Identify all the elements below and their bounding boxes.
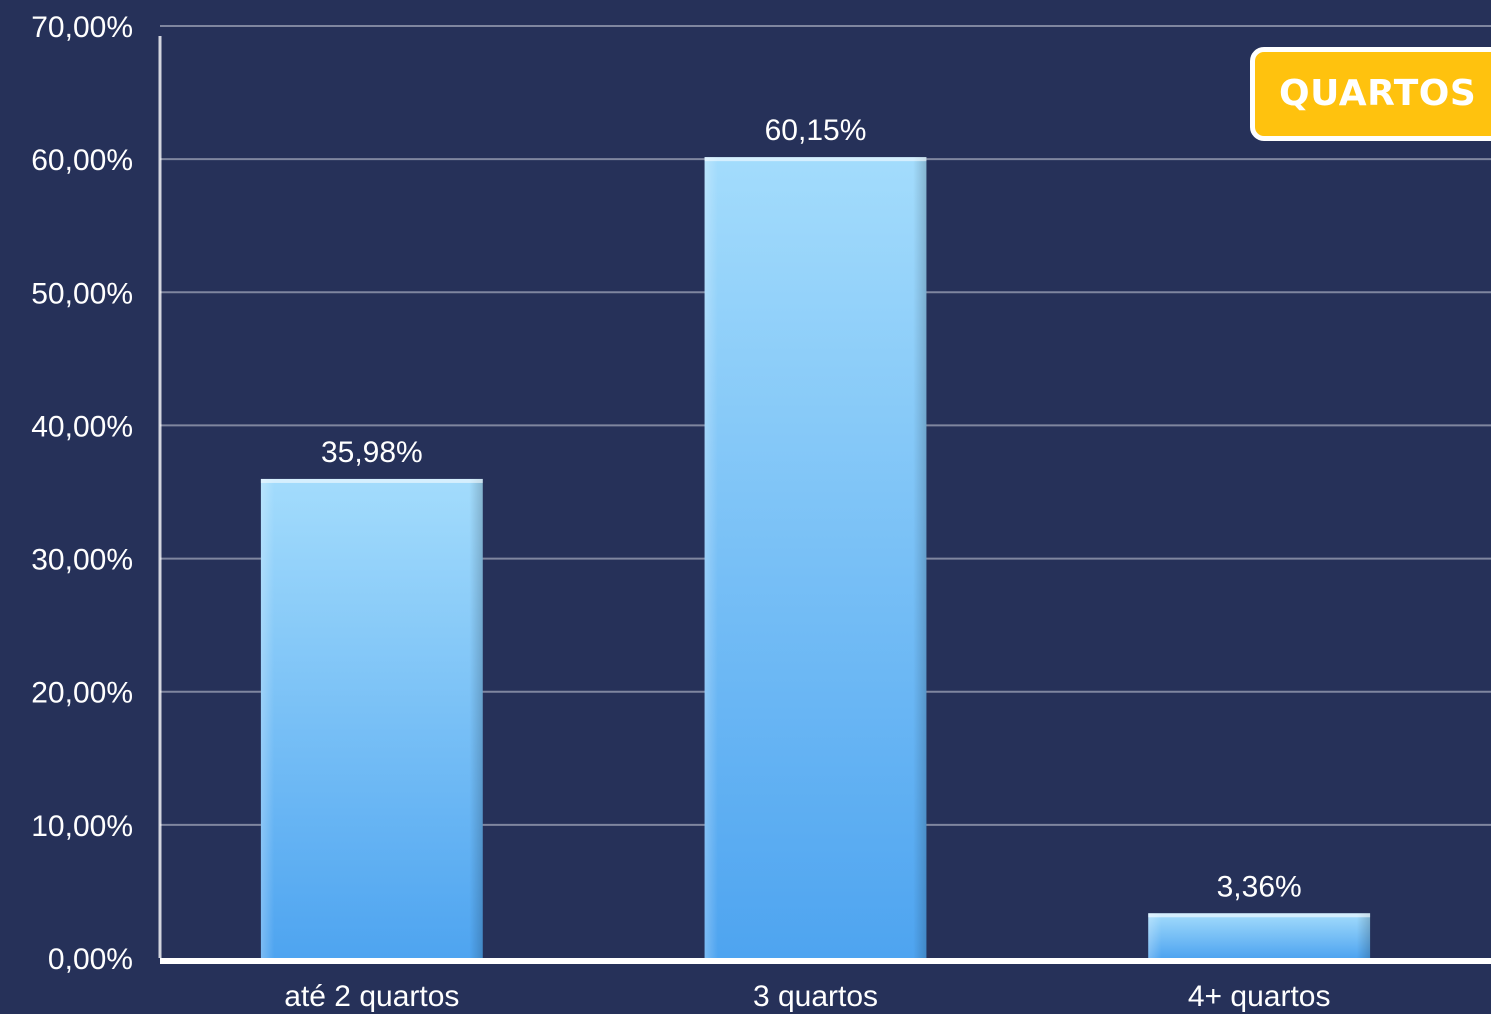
bar-shading: [1148, 913, 1371, 958]
bar: [260, 478, 483, 958]
bar-top-highlight: [260, 478, 483, 483]
bar: [1148, 913, 1371, 958]
y-tick-label: 10,00%: [31, 810, 133, 843]
bar-top-highlight: [704, 157, 927, 162]
axes: [158, 36, 1491, 964]
y-axis-tick-labels: 0,00% 10,00% 20,00% 30,00% 40,00% 50,00% 60,00…: [31, 11, 133, 976]
data-label: 35,98%: [321, 436, 423, 469]
bars: [260, 157, 1371, 958]
y-tick-label: 30,00%: [31, 544, 133, 577]
y-tick-label: 0,00%: [48, 943, 133, 976]
x-axis-category-labels: até 2 quartos 3 quartos 4+ quartos: [284, 980, 1330, 1013]
x-tick-label: 4+ quartos: [1188, 980, 1331, 1013]
y-tick-label: 70,00%: [31, 11, 133, 44]
data-label: 60,15%: [765, 114, 867, 147]
x-tick-label: até 2 quartos: [284, 980, 459, 1013]
bar-top-highlight: [1148, 913, 1371, 918]
quartos-badge: QUARTOS: [1250, 47, 1491, 141]
y-tick-label: 40,00%: [31, 410, 133, 443]
data-labels: 35,98% 60,15% 3,36%: [321, 114, 1302, 903]
bar-shading: [704, 157, 927, 958]
bar: [704, 157, 927, 958]
y-tick-label: 50,00%: [31, 277, 133, 310]
data-label: 3,36%: [1217, 870, 1302, 903]
y-tick-label: 20,00%: [31, 677, 133, 710]
bar-shading: [260, 478, 483, 958]
x-tick-label: 3 quartos: [753, 980, 878, 1013]
y-tick-label: 60,00%: [31, 144, 133, 177]
